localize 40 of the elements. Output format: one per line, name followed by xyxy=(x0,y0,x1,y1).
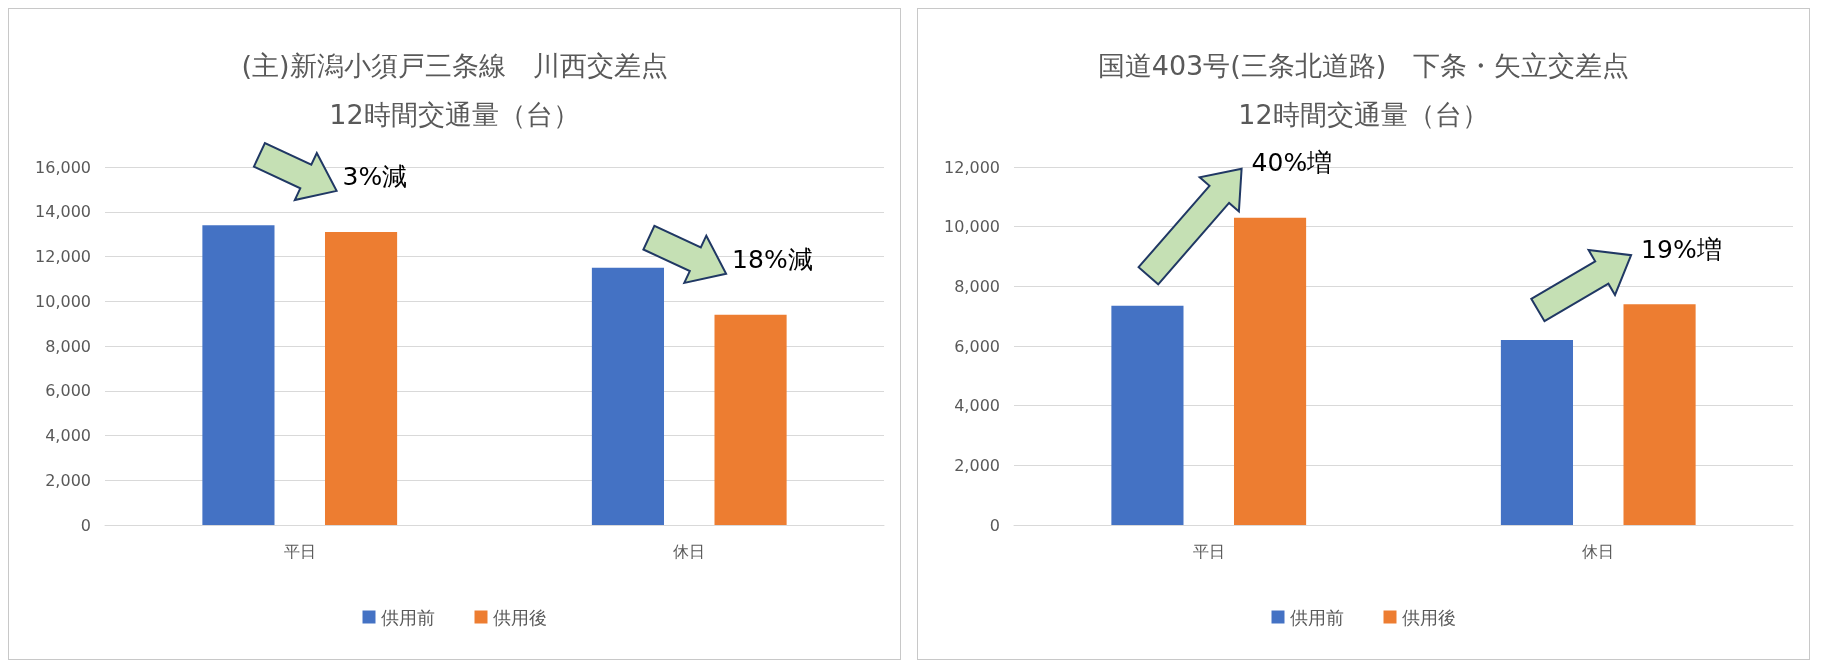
legend-label: 供用前 xyxy=(380,606,435,628)
y-tick-label: 14,000 xyxy=(35,202,91,222)
x-tick-label: 平日 xyxy=(283,541,316,561)
y-tick-label: 4,000 xyxy=(45,426,91,445)
bar xyxy=(714,314,787,525)
legend-label: 供用後 xyxy=(1401,606,1456,628)
x-tick-label: 休日 xyxy=(673,541,706,561)
y-tick-label: 6,000 xyxy=(954,336,1000,356)
bar xyxy=(1111,305,1184,525)
chart-subtitle: 12時間交通量（台） xyxy=(1238,99,1489,130)
bar xyxy=(1623,304,1696,525)
annotation: 18%減 xyxy=(732,245,813,275)
bar xyxy=(1500,340,1573,525)
y-tick-label: 8,000 xyxy=(45,336,91,356)
y-tick-label: 2,000 xyxy=(954,455,1000,475)
y-tick-label: 12,000 xyxy=(944,157,1000,177)
chart-subtitle: 12時間交通量（台） xyxy=(329,99,580,130)
chart-title: (主)新潟小須戸三条線 川西交差点 xyxy=(241,50,668,81)
annotation: 40%増 xyxy=(1251,148,1333,178)
y-tick-label: 4,000 xyxy=(954,396,1000,416)
y-tick-label: 10,000 xyxy=(35,291,91,311)
y-tick-label: 0 xyxy=(989,515,1000,535)
y-tick-label: 10,000 xyxy=(944,217,1000,237)
bar xyxy=(1234,217,1307,525)
chart-title: 国道403号(三条北道路) 下条・矢立交差点 xyxy=(1097,50,1630,81)
legend-label: 供用前 xyxy=(1289,606,1344,628)
y-tick-label: 12,000 xyxy=(35,247,91,266)
y-tick-label: 8,000 xyxy=(954,276,1000,296)
x-tick-label: 休日 xyxy=(1582,541,1615,561)
legend-label: 供用後 xyxy=(492,606,547,628)
annotation: 3%減 xyxy=(342,162,408,192)
annotation: 19%増 xyxy=(1641,234,1722,264)
y-tick-label: 0 xyxy=(80,515,91,535)
bar xyxy=(591,267,664,525)
y-tick-label: 2,000 xyxy=(45,470,91,490)
bar xyxy=(325,231,398,525)
y-tick-label: 6,000 xyxy=(45,381,91,401)
x-tick-label: 平日 xyxy=(1192,541,1225,561)
y-tick-label: 16,000 xyxy=(35,157,91,177)
bar xyxy=(202,225,275,525)
